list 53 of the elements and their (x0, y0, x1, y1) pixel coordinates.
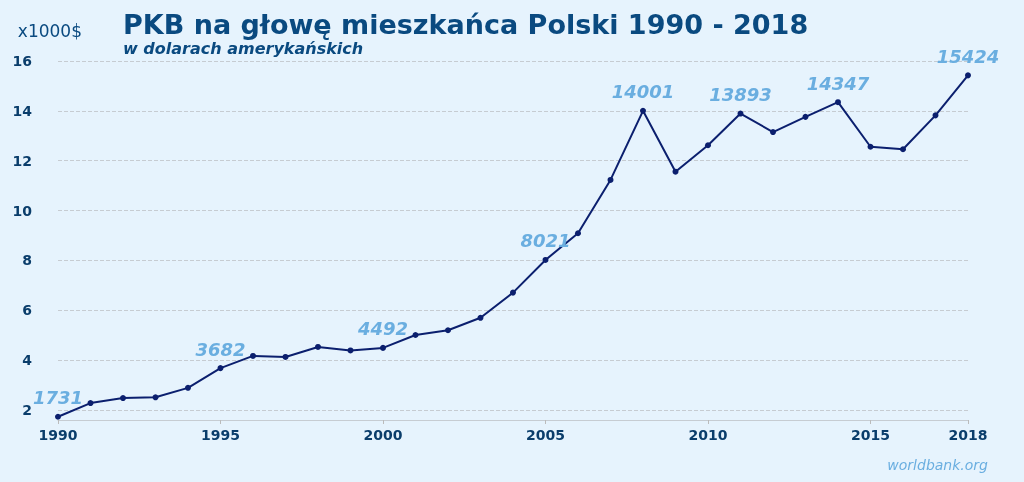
x-tick-label: 2000 (363, 427, 403, 443)
y-axis-title: x1000$ (17, 20, 82, 41)
point (510, 289, 516, 296)
point (607, 176, 614, 183)
point (965, 72, 971, 79)
y-tick-label: 6 (22, 302, 32, 319)
annotation: 3682 (195, 338, 246, 360)
point (640, 107, 646, 114)
annotation: 13893 (709, 84, 772, 106)
x-tick-label: 2010 (688, 427, 728, 443)
point (737, 110, 744, 117)
annotation: 15424 (936, 45, 1000, 67)
annotation: 8021 (520, 230, 571, 252)
point (900, 146, 906, 153)
point (445, 327, 451, 334)
point (120, 395, 126, 402)
annotation: 4492 (356, 318, 409, 340)
point (770, 129, 776, 136)
point (802, 113, 809, 120)
x-tick-label: 1995 (201, 427, 240, 443)
point (347, 347, 354, 354)
y-tick-label: 12 (12, 152, 32, 169)
annotation: 1731 (32, 387, 84, 409)
annotation: 14347 (806, 72, 870, 94)
text: worldbank.org (887, 457, 989, 473)
x-tick-label: 1990 (38, 427, 78, 443)
chart-title: PKB na głowę mieszkańca Polski 1990 - 2018 (123, 9, 809, 40)
point (867, 143, 874, 150)
x-tick-label: 2005 (526, 427, 565, 443)
point (315, 343, 321, 350)
point (185, 384, 191, 391)
point (835, 99, 841, 106)
y-tick-label: 10 (12, 202, 33, 219)
point (282, 353, 289, 360)
point (55, 413, 61, 420)
point (705, 142, 711, 149)
y-tick-label: 14 (12, 102, 33, 119)
point (477, 314, 484, 321)
point (250, 352, 256, 359)
x-tick-label: 2018 (948, 427, 988, 443)
point (217, 365, 224, 372)
point (542, 256, 549, 263)
y-tick-label: 4 (22, 352, 33, 369)
point (380, 344, 386, 351)
y-tick-label: 2 (22, 402, 32, 419)
y-tick-label: 16 (12, 53, 32, 69)
annotation: 14001 (611, 81, 675, 103)
point (412, 331, 419, 338)
point (87, 400, 94, 407)
x-tick-label: 2015 (851, 427, 890, 443)
y-tick-label: 8 (22, 252, 32, 269)
point (575, 230, 581, 237)
point (152, 394, 159, 401)
